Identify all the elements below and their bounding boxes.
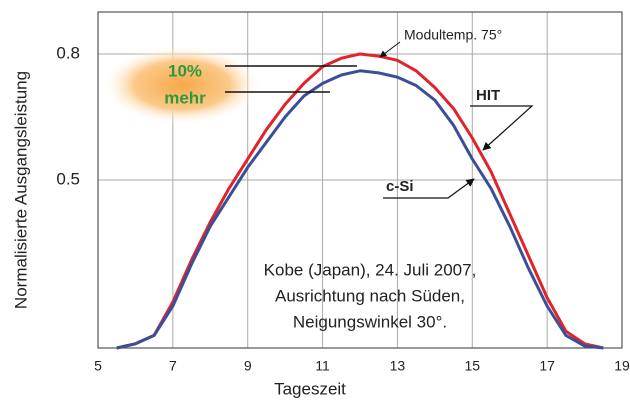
arrow (379, 41, 401, 58)
lines (116, 52, 604, 350)
x-tick-label: 11 (315, 358, 330, 374)
x-tick-label: 5 (94, 358, 102, 374)
y-tick-label: 0.5 (56, 169, 80, 188)
x-tick-label: 19 (614, 358, 630, 374)
x-tick-label: 17 (539, 358, 555, 374)
x-tick-label: 9 (244, 358, 252, 374)
series-line (116, 69, 604, 350)
annotation: 10% (168, 61, 202, 80)
x-tick-label: 13 (390, 358, 406, 374)
plot-frame (97, 11, 623, 349)
glow (102, 45, 262, 125)
x-axis-label: Tageszeit (274, 379, 346, 398)
x-tick-label: 7 (169, 358, 177, 374)
x-tick-label: 15 (464, 358, 480, 374)
legend-label: c-Si (386, 178, 414, 195)
note: Ausrichtung nach Süden, (275, 286, 465, 305)
arrow (470, 105, 534, 151)
series-line (116, 52, 604, 350)
note: Neigungswinkel 30°. (293, 312, 447, 331)
annotation: mehr (164, 88, 206, 107)
y-axis-label: Normalisierte Ausgangsleistung (11, 71, 30, 309)
arrow (383, 178, 475, 199)
legend-label: HIT (476, 87, 500, 104)
annotation: Modultemp. 75° (404, 27, 502, 43)
note: Kobe (Japan), 24. Juli 2007, (264, 260, 477, 279)
y-tick-label: 0.8 (56, 43, 80, 62)
